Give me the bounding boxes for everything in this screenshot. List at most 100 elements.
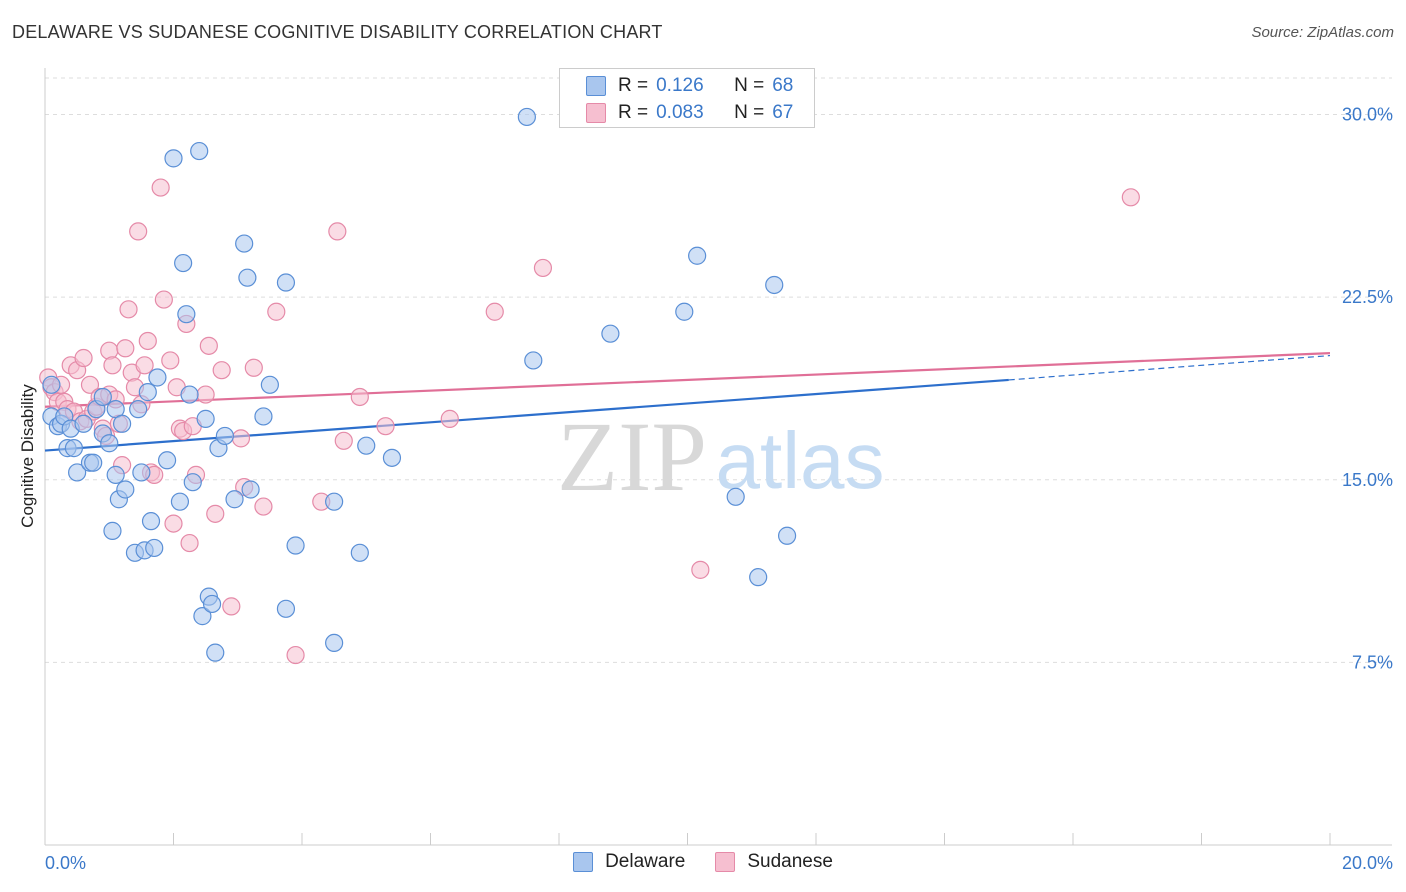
- sudanese-point: [119, 300, 138, 319]
- delaware-point: [254, 407, 273, 426]
- y-tick-label: 22.5%: [1342, 287, 1393, 307]
- delaware-point: [157, 451, 177, 470]
- legend-item-delaware[interactable]: Delaware: [573, 851, 685, 873]
- legend-item-sudanese[interactable]: Sudanese: [715, 851, 833, 873]
- delaware-point: [276, 599, 296, 618]
- delaware-point: [141, 512, 161, 531]
- y-tick-label: 15.0%: [1342, 470, 1393, 490]
- sudanese-point: [161, 351, 180, 370]
- delaware-point: [129, 400, 148, 419]
- y-tick-label: 7.5%: [1352, 652, 1393, 672]
- watermark-atlas: atlas: [716, 416, 885, 505]
- sudanese-point: [116, 339, 135, 358]
- data-points: [39, 107, 1140, 665]
- x-tick-label: 20.0%: [1342, 853, 1393, 873]
- delaware-point: [777, 526, 797, 545]
- delaware-point: [183, 473, 202, 492]
- sudanese-point: [267, 302, 286, 321]
- delaware-point: [517, 107, 536, 127]
- delaware-point: [100, 434, 119, 453]
- y-tick-label: 30.0%: [1342, 105, 1393, 125]
- sudanese-point: [328, 222, 347, 241]
- sudanese-point: [103, 356, 122, 375]
- sudanese-point: [151, 178, 170, 197]
- delaware-trend-extension: [1008, 354, 1331, 381]
- legend-row-sudanese: R = 0.083 N = 67: [586, 100, 793, 126]
- legend-row-delaware: R = 0.126 N = 68: [586, 73, 793, 99]
- delaware-point: [765, 275, 784, 295]
- trend-lines: [44, 352, 1331, 452]
- delaware-point: [103, 521, 122, 540]
- delaware-point: [350, 543, 369, 562]
- delaware-point: [148, 368, 167, 387]
- stats-legend: R = 0.126 N = 68 R = 0.083 N = 67: [559, 68, 815, 128]
- legend-label: Delaware: [605, 851, 686, 872]
- delaware-point: [190, 141, 209, 161]
- sudanese-point: [286, 645, 305, 665]
- delaware-point: [68, 463, 87, 482]
- sudanese-point: [254, 497, 273, 516]
- y-axis-label: Cognitive Disability: [18, 384, 37, 528]
- delaware-point: [382, 448, 402, 467]
- delaware-point: [193, 607, 212, 626]
- legend-label: Sudanese: [747, 851, 833, 872]
- n-label: N =: [734, 102, 765, 123]
- delaware-point: [164, 149, 183, 168]
- delaware-point: [177, 305, 196, 324]
- sudanese-point: [231, 429, 251, 448]
- sudanese-point: [440, 409, 459, 428]
- series-legend: Delaware Sudanese: [0, 851, 1406, 873]
- sudanese-swatch: [586, 103, 606, 123]
- sudanese-point: [164, 514, 183, 533]
- sudanese-point: [334, 431, 353, 450]
- delaware-point: [170, 492, 190, 511]
- sudanese-trend-line: [44, 352, 1331, 408]
- delaware-point: [74, 414, 93, 433]
- sudanese-point: [180, 533, 199, 553]
- delaware-trend-line: [44, 378, 1009, 452]
- delaware-point: [241, 480, 260, 499]
- r-label: R =: [618, 102, 649, 123]
- delaware-swatch: [586, 76, 606, 96]
- r-value: 0.083: [656, 102, 704, 123]
- r-label: R =: [618, 75, 649, 96]
- sudanese-swatch: [715, 852, 736, 872]
- source-credit: Source: ZipAtlas.com: [1251, 24, 1394, 41]
- delaware-point: [116, 480, 135, 499]
- delaware-point: [726, 487, 745, 506]
- delaware-point: [524, 351, 543, 370]
- delaware-swatch: [573, 852, 594, 872]
- sudanese-point: [533, 258, 553, 278]
- sudanese-point: [80, 375, 100, 394]
- n-value: 67: [772, 102, 794, 123]
- delaware-point: [235, 234, 254, 253]
- sudanese-point: [485, 302, 504, 321]
- sudanese-point: [154, 290, 173, 309]
- sudanese-point: [691, 560, 710, 579]
- delaware-point: [180, 385, 199, 404]
- sudanese-point: [135, 356, 154, 375]
- axes: [44, 68, 1392, 846]
- watermark: ZIP atlas: [557, 401, 884, 512]
- delaware-point: [260, 375, 279, 394]
- delaware-point: [84, 453, 103, 472]
- tick-labels: 7.5% 15.0% 22.5% 30.0% 0.0% 20.0%: [45, 105, 1393, 873]
- delaware-point: [675, 302, 694, 321]
- x-tick-label: 0.0%: [45, 853, 86, 873]
- sudanese-point: [138, 331, 157, 351]
- delaware-point: [64, 439, 84, 458]
- sudanese-point: [244, 358, 263, 377]
- delaware-point: [325, 492, 344, 511]
- delaware-point: [286, 536, 305, 555]
- delaware-point: [138, 383, 157, 402]
- sudanese-point: [1121, 188, 1140, 207]
- sudanese-point: [206, 504, 225, 523]
- delaware-point: [225, 490, 244, 509]
- delaware-point: [145, 538, 164, 558]
- delaware-point: [325, 633, 344, 653]
- delaware-point: [174, 253, 193, 273]
- n-value: 68: [772, 75, 794, 96]
- chart-title: DELAWARE VS SUDANESE COGNITIVE DISABILIT…: [12, 22, 663, 42]
- delaware-point: [106, 465, 125, 484]
- sudanese-point: [129, 222, 148, 241]
